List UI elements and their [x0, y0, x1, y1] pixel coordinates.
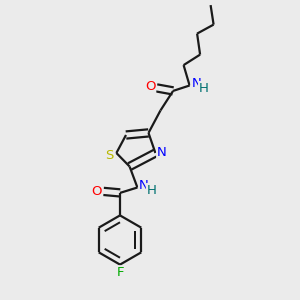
Text: O: O [92, 185, 102, 198]
Text: N: N [191, 76, 201, 90]
Text: N: N [139, 178, 149, 192]
Text: H: H [199, 82, 209, 95]
Text: H: H [147, 184, 157, 197]
Text: O: O [145, 80, 155, 93]
Text: S: S [106, 149, 114, 162]
Text: N: N [157, 146, 167, 160]
Text: F: F [116, 266, 124, 280]
